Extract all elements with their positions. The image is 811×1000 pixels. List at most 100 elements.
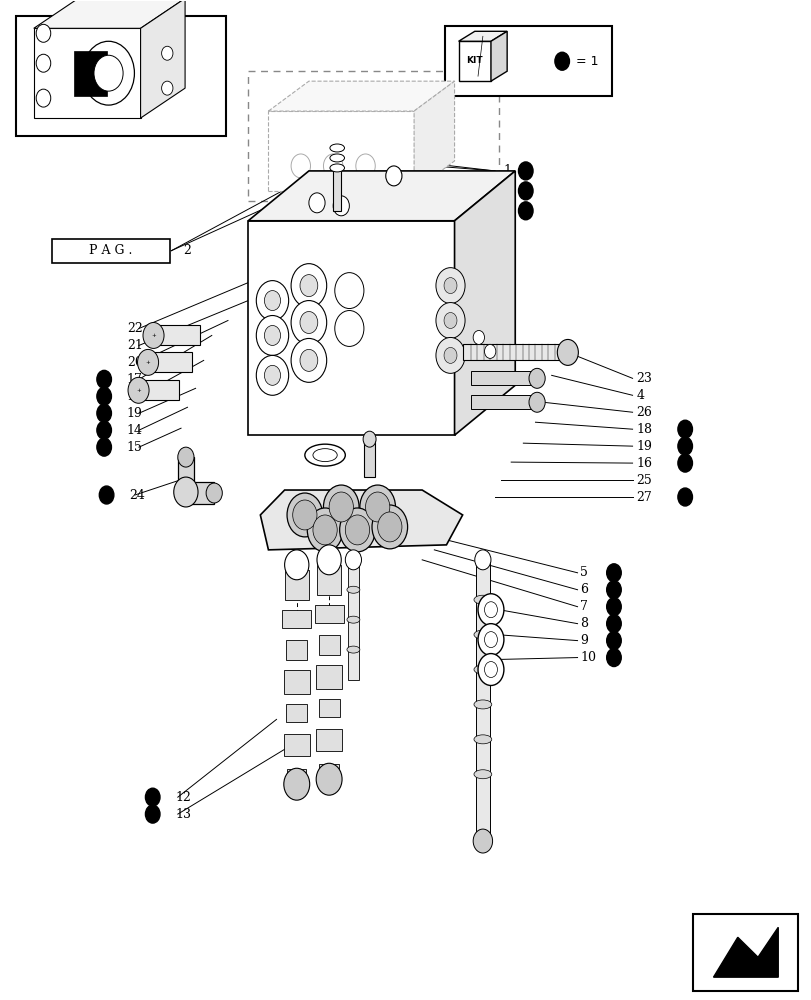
Circle shape <box>473 330 484 344</box>
Text: = 1: = 1 <box>575 55 598 68</box>
Circle shape <box>359 485 395 529</box>
Bar <box>347 560 358 680</box>
Text: 12: 12 <box>175 791 191 804</box>
Circle shape <box>178 447 194 467</box>
Bar <box>475 560 490 839</box>
Text: 4: 4 <box>636 389 644 402</box>
Circle shape <box>334 273 363 309</box>
Circle shape <box>83 41 135 105</box>
Bar <box>178 457 194 492</box>
Ellipse shape <box>329 164 344 172</box>
Circle shape <box>299 312 317 333</box>
Bar <box>314 605 343 623</box>
Circle shape <box>444 347 457 363</box>
Text: 1: 1 <box>503 164 510 177</box>
Polygon shape <box>414 81 454 191</box>
Bar <box>186 482 214 504</box>
Polygon shape <box>248 171 515 221</box>
Bar <box>444 26 611 96</box>
Text: 19: 19 <box>636 440 652 453</box>
Ellipse shape <box>304 444 345 466</box>
Text: 14: 14 <box>127 424 143 437</box>
Circle shape <box>345 515 369 545</box>
Text: 24: 24 <box>129 489 145 502</box>
Polygon shape <box>713 927 777 977</box>
Polygon shape <box>458 41 491 81</box>
Text: 3: 3 <box>503 184 510 197</box>
Ellipse shape <box>474 770 491 779</box>
Text: 7: 7 <box>579 600 587 613</box>
Circle shape <box>285 550 308 580</box>
Circle shape <box>287 493 322 537</box>
Circle shape <box>436 268 465 304</box>
Text: 8: 8 <box>579 617 587 630</box>
Circle shape <box>99 486 114 504</box>
Ellipse shape <box>312 449 337 462</box>
Ellipse shape <box>474 665 491 674</box>
Circle shape <box>484 632 497 648</box>
Circle shape <box>323 154 342 178</box>
Circle shape <box>484 344 496 358</box>
Text: 10: 10 <box>579 651 595 664</box>
Circle shape <box>606 598 620 616</box>
Circle shape <box>606 632 620 650</box>
Circle shape <box>554 52 569 70</box>
Text: 17: 17 <box>127 373 143 386</box>
Circle shape <box>333 196 349 216</box>
Bar <box>318 635 339 655</box>
Ellipse shape <box>346 616 359 623</box>
Circle shape <box>385 166 401 186</box>
Circle shape <box>256 355 288 395</box>
Circle shape <box>284 768 309 800</box>
Bar <box>152 352 191 372</box>
Polygon shape <box>248 221 454 435</box>
Circle shape <box>677 437 692 455</box>
Circle shape <box>371 505 407 549</box>
Circle shape <box>518 182 532 200</box>
Ellipse shape <box>329 154 344 162</box>
Circle shape <box>290 264 326 308</box>
Bar <box>470 371 534 385</box>
Circle shape <box>323 485 358 529</box>
Bar <box>284 734 309 756</box>
Circle shape <box>436 337 465 373</box>
Circle shape <box>264 325 281 345</box>
Bar <box>284 670 309 694</box>
Circle shape <box>518 202 532 220</box>
Polygon shape <box>268 81 454 111</box>
Circle shape <box>174 477 198 507</box>
Text: 26: 26 <box>636 406 652 419</box>
Circle shape <box>94 55 123 91</box>
Circle shape <box>161 46 173 60</box>
Ellipse shape <box>474 700 491 709</box>
Circle shape <box>290 338 326 382</box>
Circle shape <box>36 54 51 72</box>
Bar <box>315 729 341 751</box>
Bar <box>285 570 308 600</box>
Circle shape <box>474 550 491 570</box>
Polygon shape <box>491 31 507 81</box>
Ellipse shape <box>346 586 359 593</box>
Circle shape <box>290 154 310 178</box>
Circle shape <box>256 316 288 355</box>
Circle shape <box>444 313 457 328</box>
Bar <box>315 665 341 689</box>
Circle shape <box>355 154 375 178</box>
Text: KIT: KIT <box>466 56 483 65</box>
Circle shape <box>316 545 341 575</box>
Bar <box>286 640 307 660</box>
Bar <box>462 344 567 360</box>
Bar <box>470 395 534 409</box>
Bar <box>51 239 169 263</box>
Circle shape <box>473 829 492 853</box>
Circle shape <box>307 508 342 552</box>
Circle shape <box>677 420 692 438</box>
Ellipse shape <box>474 595 491 604</box>
Text: 18: 18 <box>127 390 143 403</box>
Text: 19: 19 <box>127 407 143 420</box>
Circle shape <box>478 654 504 685</box>
Circle shape <box>256 281 288 321</box>
Bar <box>333 166 341 211</box>
Circle shape <box>677 454 692 472</box>
Circle shape <box>299 349 317 371</box>
